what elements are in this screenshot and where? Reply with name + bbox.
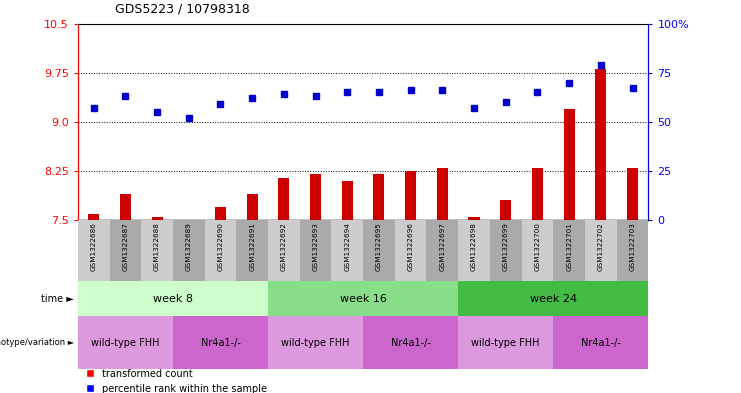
Bar bbox=[110, 220, 142, 281]
Bar bbox=[88, 213, 99, 220]
Text: GSM1322698: GSM1322698 bbox=[471, 222, 477, 271]
Bar bbox=[268, 281, 458, 316]
Bar bbox=[595, 70, 606, 220]
Text: Nr4a1-/-: Nr4a1-/- bbox=[391, 338, 431, 348]
Text: Nr4a1-/-: Nr4a1-/- bbox=[201, 338, 240, 348]
Bar bbox=[627, 168, 638, 220]
Bar bbox=[405, 171, 416, 220]
Bar bbox=[458, 220, 490, 281]
Bar bbox=[151, 217, 162, 220]
Bar bbox=[310, 174, 321, 220]
Bar bbox=[554, 220, 585, 281]
Bar bbox=[532, 168, 543, 220]
Text: week 16: week 16 bbox=[339, 294, 387, 304]
Bar bbox=[247, 194, 258, 220]
Text: GSM1322694: GSM1322694 bbox=[345, 222, 350, 271]
Text: GSM1322690: GSM1322690 bbox=[217, 222, 224, 271]
Bar bbox=[299, 220, 331, 281]
Text: GSM1322687: GSM1322687 bbox=[122, 222, 128, 271]
Bar bbox=[279, 178, 290, 220]
Text: GSM1322702: GSM1322702 bbox=[598, 222, 604, 271]
Bar bbox=[427, 220, 458, 281]
Legend: transformed count, percentile rank within the sample: transformed count, percentile rank withi… bbox=[83, 365, 271, 393]
Text: GSM1322701: GSM1322701 bbox=[566, 222, 572, 271]
Bar bbox=[78, 220, 110, 281]
Bar bbox=[363, 220, 395, 281]
Text: GSM1322697: GSM1322697 bbox=[439, 222, 445, 271]
Bar bbox=[490, 220, 522, 281]
Bar bbox=[500, 200, 511, 220]
Text: GSM1322700: GSM1322700 bbox=[534, 222, 540, 271]
Text: wild-type FHH: wild-type FHH bbox=[471, 338, 540, 348]
Bar bbox=[173, 220, 205, 281]
Bar bbox=[458, 281, 648, 316]
Bar bbox=[363, 316, 458, 369]
Text: GSM1322686: GSM1322686 bbox=[90, 222, 96, 271]
Bar bbox=[205, 220, 236, 281]
Text: week 24: week 24 bbox=[530, 294, 576, 304]
Text: GSM1322693: GSM1322693 bbox=[313, 222, 319, 271]
Bar bbox=[120, 194, 131, 220]
Text: wild-type FHH: wild-type FHH bbox=[91, 338, 159, 348]
Bar bbox=[236, 220, 268, 281]
Bar bbox=[468, 217, 479, 220]
Bar bbox=[268, 316, 363, 369]
Bar bbox=[522, 220, 554, 281]
Bar bbox=[78, 281, 268, 316]
Bar bbox=[436, 168, 448, 220]
Text: GSM1322703: GSM1322703 bbox=[630, 222, 636, 271]
Bar bbox=[142, 220, 173, 281]
Bar bbox=[458, 316, 554, 369]
Text: wild-type FHH: wild-type FHH bbox=[282, 338, 350, 348]
Text: time ►: time ► bbox=[41, 294, 74, 304]
Bar bbox=[395, 220, 427, 281]
Bar bbox=[331, 220, 363, 281]
Text: GDS5223 / 10798318: GDS5223 / 10798318 bbox=[115, 3, 250, 16]
Bar bbox=[268, 220, 299, 281]
Text: week 8: week 8 bbox=[153, 294, 193, 304]
Text: GSM1322696: GSM1322696 bbox=[408, 222, 413, 271]
Bar bbox=[373, 174, 385, 220]
Text: GSM1322691: GSM1322691 bbox=[249, 222, 255, 271]
Bar bbox=[78, 316, 173, 369]
Bar bbox=[617, 220, 648, 281]
Text: GSM1322689: GSM1322689 bbox=[186, 222, 192, 271]
Bar bbox=[342, 181, 353, 220]
Bar bbox=[554, 316, 648, 369]
Bar bbox=[215, 207, 226, 220]
Bar bbox=[585, 220, 617, 281]
Text: GSM1322692: GSM1322692 bbox=[281, 222, 287, 271]
Text: GSM1322688: GSM1322688 bbox=[154, 222, 160, 271]
Bar bbox=[564, 109, 575, 220]
Text: Nr4a1-/-: Nr4a1-/- bbox=[581, 338, 621, 348]
Text: GSM1322695: GSM1322695 bbox=[376, 222, 382, 271]
Text: GSM1322699: GSM1322699 bbox=[502, 222, 509, 271]
Bar bbox=[173, 316, 268, 369]
Text: genotype/variation ►: genotype/variation ► bbox=[0, 338, 74, 347]
